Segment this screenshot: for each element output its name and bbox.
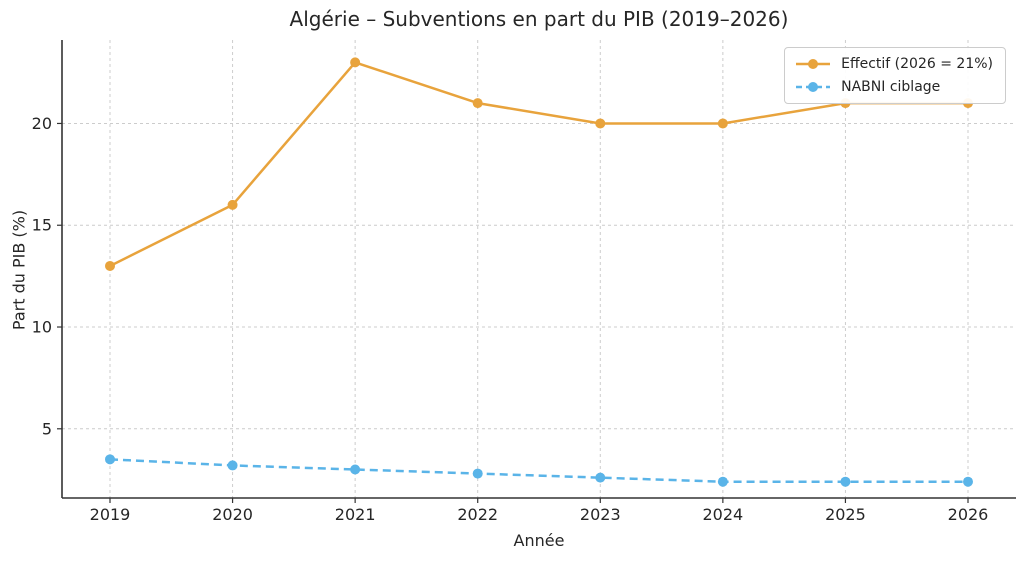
x-tick-label-2023: 2023 <box>580 505 621 524</box>
series-1-marker-2024 <box>717 476 728 487</box>
series-0-marker-2019 <box>105 260 115 271</box>
x-tick-label-2021: 2021 <box>335 505 376 524</box>
legend-item-nabni: NABNI ciblage <box>795 79 993 95</box>
series-line-1 <box>109 458 968 483</box>
series-1-marker-2020 <box>227 460 238 471</box>
x-axis-label: Année <box>513 531 565 550</box>
legend-label-nabni: NABNI ciblage <box>841 79 941 95</box>
series-0-marker-2021 <box>350 57 361 68</box>
x-tick-label-2019: 2019 <box>90 505 131 524</box>
y-tick-label-5: 5 <box>42 419 52 438</box>
x-tick-label-2025: 2025 <box>825 505 866 524</box>
x-tick-label-2026: 2026 <box>948 505 989 524</box>
y-tick-label-10: 10 <box>32 318 52 337</box>
series-0-marker-2024 <box>717 118 728 129</box>
y-axis-label: Part du PIB (%) <box>9 209 29 331</box>
x-tick-label-2024: 2024 <box>702 505 743 524</box>
series-0-marker-2020 <box>227 199 238 210</box>
x-tick-label-2022: 2022 <box>457 505 498 524</box>
series-1-marker-2025 <box>840 476 851 487</box>
legend: Effectif (2026 = 21%) NABNI ciblage <box>784 47 1006 104</box>
legend-swatch-solid-line-icon <box>796 59 831 69</box>
y-tick-label-20: 20 <box>32 114 52 133</box>
series-line-0 <box>109 61 968 268</box>
series-0-marker-2022 <box>472 98 483 109</box>
series-1-marker-2022 <box>472 468 483 479</box>
x-tick-label-2020: 2020 <box>212 505 253 524</box>
series-0-marker-2023 <box>595 118 606 129</box>
y-tick-label-15: 15 <box>32 216 52 235</box>
legend-swatch-dashed-line-icon <box>796 82 831 92</box>
series-1-marker-2026 <box>963 476 973 487</box>
legend-item-effectif: Effectif (2026 = 21%) <box>795 56 993 72</box>
series-1-marker-2023 <box>595 472 606 483</box>
chart-title: Algérie – Subventions en part du PIB (20… <box>289 7 789 31</box>
series-1-marker-2019 <box>105 454 115 465</box>
series-1-marker-2021 <box>350 464 361 475</box>
legend-label-effectif: Effectif (2026 = 21%) <box>841 56 993 72</box>
